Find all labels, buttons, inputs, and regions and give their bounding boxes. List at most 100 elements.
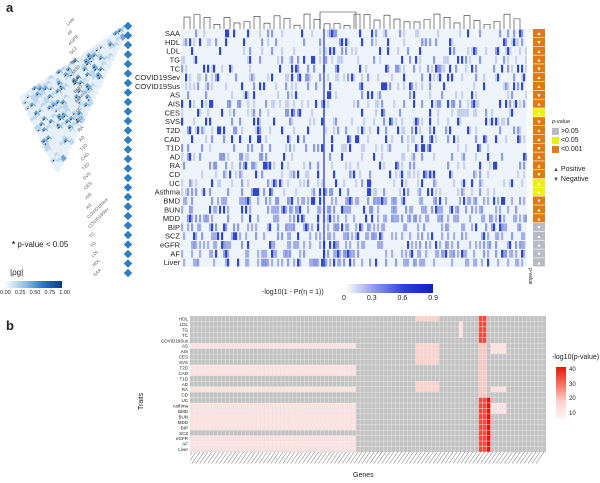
heat-cell xyxy=(467,100,470,108)
heat-cell xyxy=(189,214,192,223)
heat-cell xyxy=(277,55,280,64)
heat-b-cell xyxy=(490,348,495,354)
heat-b-cell xyxy=(308,413,313,420)
dendro-branch xyxy=(463,15,471,30)
heat-cell xyxy=(505,82,508,91)
heat-b-cell xyxy=(265,413,269,420)
heat-cell xyxy=(377,214,380,223)
heat-cell xyxy=(333,232,336,241)
heat-cell xyxy=(381,152,384,161)
heat-cell xyxy=(439,100,442,108)
heat-cell xyxy=(405,249,408,258)
heat-b-cell xyxy=(280,413,285,420)
side-cell xyxy=(533,29,545,38)
heat-b-cell xyxy=(435,359,439,365)
pvalue-b-ticks: 40 30 20 10 xyxy=(569,367,576,417)
heat-b-cell xyxy=(344,413,348,420)
heat-cell xyxy=(403,64,406,73)
heat-cell xyxy=(257,188,260,196)
heat-b-cell xyxy=(241,386,246,392)
heat-b-cell xyxy=(201,419,206,425)
dendro-branch xyxy=(433,13,441,30)
significance-note: * p-value < 0.05 xyxy=(12,240,68,249)
heat-cell xyxy=(515,214,518,223)
heat-cell xyxy=(205,214,208,223)
heat-cell xyxy=(181,64,184,73)
heat-cell xyxy=(223,135,226,144)
heat-cell xyxy=(205,117,208,126)
heat-b-cell xyxy=(292,435,297,441)
heat-b-cell xyxy=(431,354,435,360)
side-cell xyxy=(533,46,545,55)
heat-cell xyxy=(447,135,450,144)
heat-b-cell xyxy=(245,446,250,452)
heat-cell xyxy=(481,179,484,188)
trait-label-b: AIS xyxy=(181,349,188,354)
heat-b-cell xyxy=(288,446,293,452)
heat-cell xyxy=(197,126,200,135)
heat-cell xyxy=(213,161,216,170)
gene-tick xyxy=(385,452,394,464)
trait-label-b: RA xyxy=(182,387,188,392)
heat-cell xyxy=(371,91,374,100)
heat-b-cell xyxy=(316,441,321,447)
heat-b-cell xyxy=(197,446,202,452)
heat-cell xyxy=(479,205,482,214)
heat-cell xyxy=(375,144,378,152)
heat-cell xyxy=(195,232,198,241)
heat-cell xyxy=(457,188,460,196)
heat-b-cell xyxy=(312,386,317,392)
heat-cell xyxy=(251,188,254,196)
side-cell xyxy=(533,161,545,170)
heat-cell xyxy=(311,223,314,232)
dendro-branch xyxy=(263,22,271,30)
heat-b-cell xyxy=(348,343,352,349)
heat-cell xyxy=(277,258,280,267)
heat-b-cell xyxy=(320,370,325,376)
heat-cell xyxy=(389,82,392,91)
heat-cell xyxy=(373,196,376,205)
heat-cell xyxy=(479,179,482,188)
heat-cell xyxy=(379,91,382,100)
heat-cell xyxy=(263,249,266,258)
heat-cell xyxy=(429,38,432,47)
heat-cell xyxy=(351,232,354,241)
heat-cell xyxy=(289,135,292,144)
heat-b-cell xyxy=(190,419,194,425)
heat-cell xyxy=(211,135,214,144)
heat-cell xyxy=(319,232,322,241)
heat-cell xyxy=(375,196,378,205)
heat-cell xyxy=(455,91,458,100)
heat-cell xyxy=(257,258,260,267)
heat-b-cell xyxy=(478,419,483,425)
heat-cell xyxy=(205,100,208,108)
heat-cell xyxy=(405,205,408,214)
heat-cell xyxy=(313,144,316,152)
heat-cell xyxy=(377,196,380,205)
heat-cell xyxy=(485,223,488,232)
heat-cell xyxy=(193,82,196,91)
heat-cell xyxy=(523,196,526,205)
heat-cell xyxy=(395,117,398,126)
heat-cell xyxy=(475,223,478,232)
heat-cell xyxy=(413,170,416,179)
heat-b-cell xyxy=(229,419,234,425)
heat-cell xyxy=(317,223,320,232)
heat-cell xyxy=(345,38,348,47)
heat-cell xyxy=(467,258,470,267)
heat-cell xyxy=(523,241,526,249)
heat-b-cell xyxy=(336,403,341,409)
heat-cell xyxy=(417,144,420,152)
heat-cell xyxy=(337,126,340,135)
heat-cell xyxy=(183,38,186,47)
heat-b-cell xyxy=(312,364,317,371)
heat-cell xyxy=(519,223,522,232)
direction-glyph: ▲ xyxy=(537,49,542,55)
heat-b-cell xyxy=(292,386,297,392)
heat-b-cell xyxy=(221,343,226,349)
heat-cell xyxy=(427,64,430,73)
heat-cell xyxy=(271,205,274,214)
heat-b-cell xyxy=(482,316,487,322)
heat-b-cell xyxy=(265,446,269,452)
heat-cell xyxy=(475,126,478,135)
